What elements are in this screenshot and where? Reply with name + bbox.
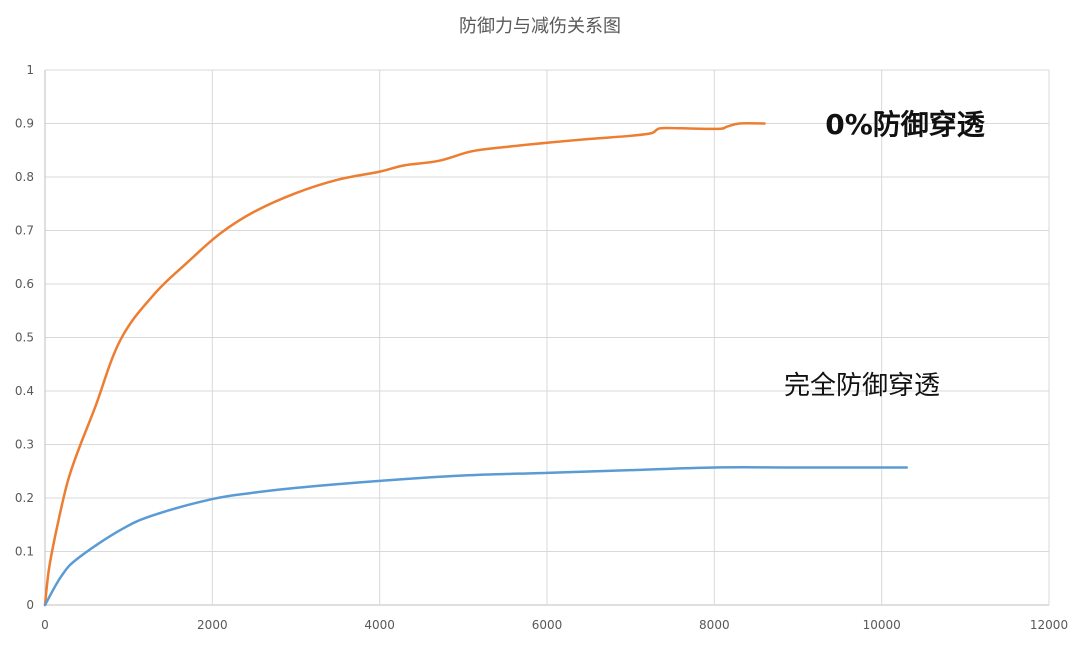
- chart-title: 防御力与减伤关系图: [459, 16, 621, 37]
- annotation-full-penetration: 完全防御穿透: [784, 371, 940, 401]
- y-tick-label: 0.4: [15, 384, 34, 398]
- y-tick-label: 1: [26, 63, 34, 77]
- annotation-zero-penetration: 0%防御穿透: [825, 108, 986, 141]
- x-tick-label: 4000: [364, 618, 395, 632]
- x-tick-label: 2000: [197, 618, 228, 632]
- y-tick-label: 0.7: [15, 224, 34, 238]
- series-line-zero-penetration: [43, 121, 766, 607]
- y-tick-label: 0.6: [15, 277, 34, 291]
- series-line-full-penetration: [43, 466, 909, 607]
- x-tick-label: 0: [41, 618, 49, 632]
- tick-layer: 0 0.1 0.2 0.3 0.4 0.5 0.6 0.7 0.8 0.9 1 0 2000 4000 60…: [15, 63, 1068, 632]
- y-tick-label: 0.2: [15, 491, 34, 505]
- y-tick-label: 0.9: [15, 117, 34, 131]
- x-tick-label: 8000: [699, 618, 730, 632]
- x-tick-label: 12000: [1030, 618, 1068, 632]
- y-tick-label: 0.5: [15, 331, 34, 345]
- x-tick-label: 6000: [532, 618, 563, 632]
- series-layer: [43, 121, 909, 607]
- y-tick-label: 0.1: [15, 545, 34, 559]
- y-tick-label: 0: [26, 598, 34, 612]
- x-tick-label: 10000: [863, 618, 901, 632]
- y-tick-label: 0.8: [15, 170, 34, 184]
- grid-layer: [44, 69, 1050, 606]
- y-tick-label: 0.3: [15, 438, 34, 452]
